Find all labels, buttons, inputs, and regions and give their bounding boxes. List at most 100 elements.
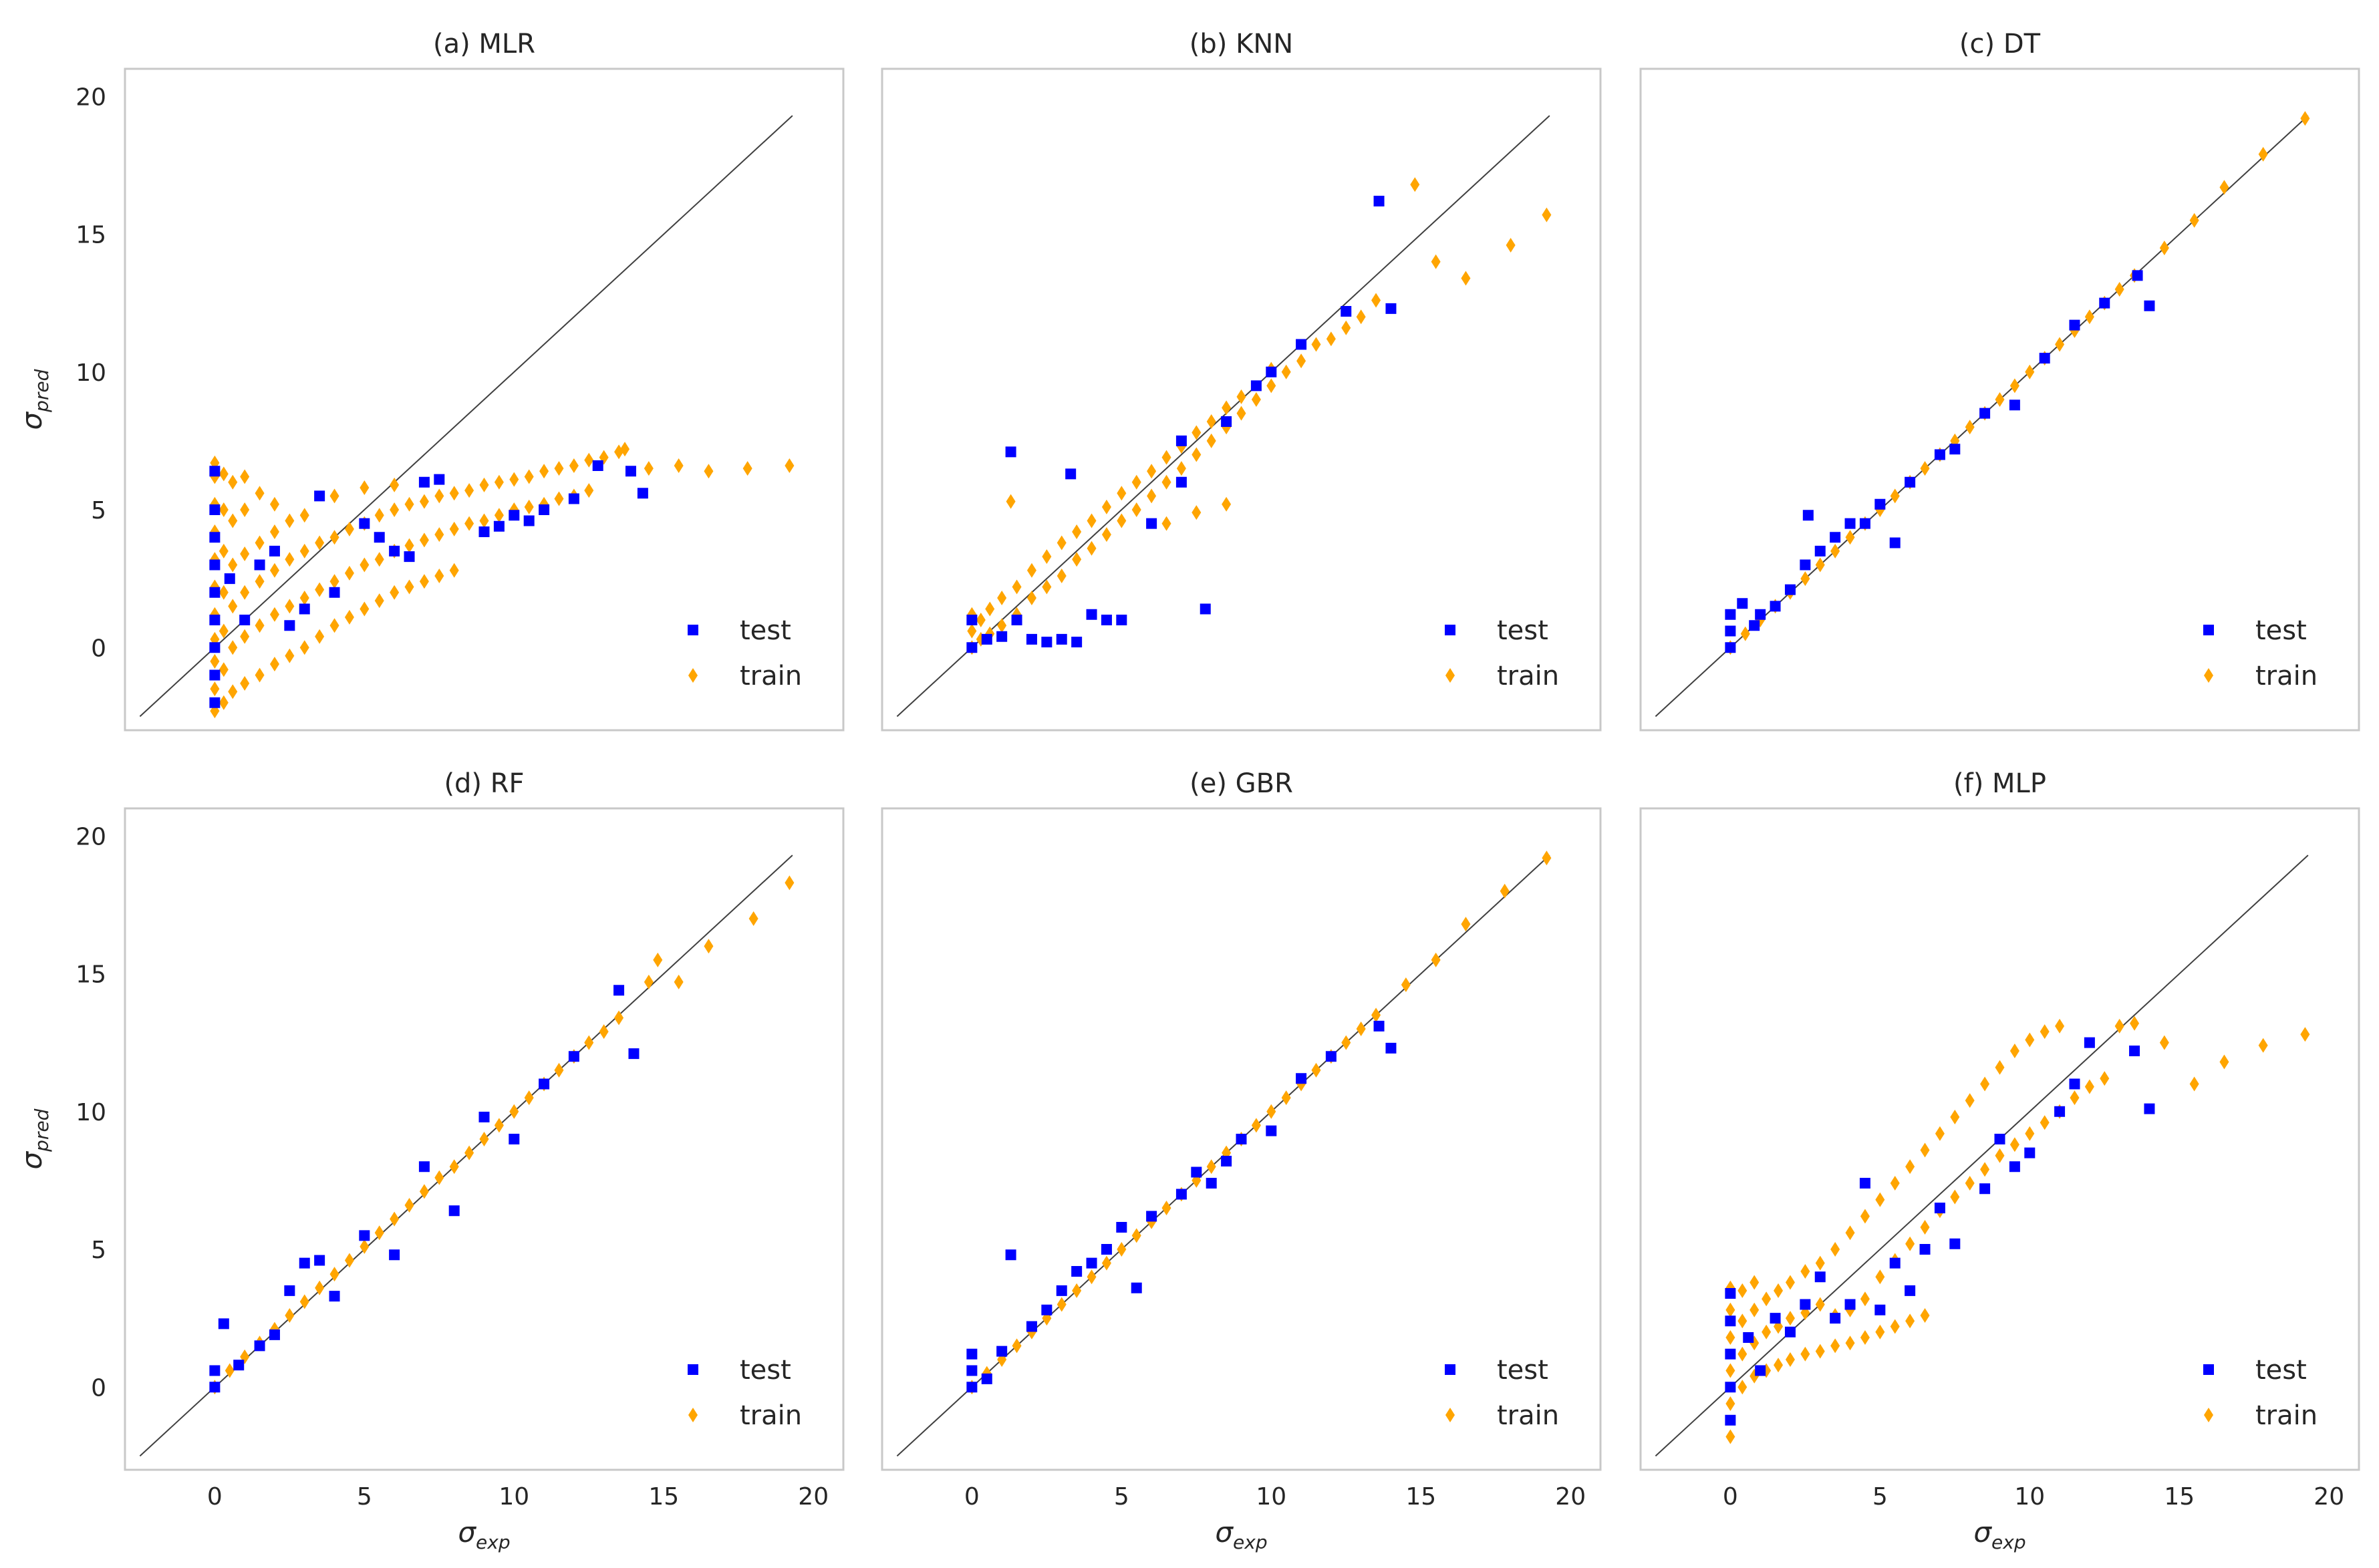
- train-point: [1830, 1242, 1840, 1257]
- panel-title: (c) DT: [1959, 29, 2041, 59]
- train-point: [1920, 1220, 1930, 1235]
- train-point: [1117, 513, 1127, 528]
- train-point: [1072, 524, 1082, 539]
- y-tick-label: 15: [76, 961, 106, 989]
- legend-test-label: test: [740, 615, 791, 646]
- x-tick-label: 15: [2164, 1483, 2195, 1511]
- train-point: [554, 1062, 564, 1078]
- train-point: [240, 502, 250, 517]
- train-point: [1161, 450, 1171, 465]
- train-point: [1101, 1255, 1111, 1271]
- train-point: [219, 662, 229, 677]
- test-point: [233, 1360, 245, 1371]
- train-point: [360, 1239, 370, 1254]
- train-point: [785, 875, 795, 891]
- test-point: [966, 615, 978, 625]
- train-point: [1815, 1344, 1825, 1359]
- test-point: [996, 631, 1008, 642]
- train-point: [285, 648, 295, 663]
- train-point: [1800, 1346, 1810, 1362]
- train-point: [1950, 1110, 1960, 1124]
- series-test: [209, 460, 648, 708]
- test-point: [637, 488, 648, 499]
- test-point: [1250, 380, 1262, 391]
- x-axis-label-subscript: exp: [476, 1531, 511, 1553]
- test-point: [209, 669, 221, 681]
- train-point: [494, 1118, 504, 1133]
- train-point: [240, 675, 250, 691]
- series-test: [966, 196, 1397, 653]
- train-point: [219, 623, 229, 639]
- test-point: [1725, 1288, 1736, 1299]
- train-point: [2159, 1035, 2169, 1050]
- train-point: [1192, 447, 1202, 462]
- test-point: [359, 518, 370, 529]
- train-point: [344, 609, 354, 625]
- train-point: [479, 1132, 489, 1146]
- test-point: [1874, 498, 1886, 510]
- train-point: [240, 469, 250, 484]
- train-point: [2025, 364, 2035, 379]
- test-point: [1749, 620, 1760, 631]
- train-point: [360, 480, 370, 495]
- train-point: [329, 530, 339, 545]
- legend-train-label: train: [1497, 1400, 1559, 1431]
- test-point: [966, 642, 978, 653]
- test-point: [1266, 366, 1277, 377]
- train-point: [1101, 499, 1111, 514]
- train-point: [1935, 1126, 1945, 1141]
- train-point: [1845, 1336, 1855, 1351]
- train-point: [404, 496, 414, 512]
- train-point: [374, 1225, 384, 1241]
- x-axis-label-subscript: exp: [1233, 1531, 1268, 1553]
- x-axis-label: σexp: [1215, 1516, 1267, 1553]
- train-point: [1026, 563, 1036, 578]
- test-point: [478, 1112, 490, 1122]
- train-point: [1890, 1176, 1900, 1191]
- test-point: [239, 615, 251, 625]
- legend-train-label: train: [740, 1400, 802, 1431]
- train-point: [1737, 1346, 1747, 1362]
- x-axis-label: σexp: [1973, 1516, 2025, 1553]
- train-point: [569, 458, 579, 473]
- x-tick-label: 5: [1114, 1483, 1129, 1511]
- train-point: [1785, 1275, 1795, 1290]
- y-tick-label: 15: [76, 222, 106, 249]
- test-point: [1859, 518, 1870, 529]
- train-point: [1057, 1297, 1067, 1312]
- panel-6: (f) MLP 0 5 10 15 20 σexp test train: [1639, 768, 2360, 1553]
- y-tick-label: 10: [76, 359, 106, 387]
- test-point: [1949, 444, 1961, 455]
- train-point: [1206, 1159, 1216, 1174]
- y-tick-label: 20: [76, 84, 106, 111]
- train-point: [1072, 1283, 1082, 1298]
- train-point: [390, 1211, 400, 1227]
- train-point: [240, 585, 250, 600]
- legend-test-label: test: [1497, 1355, 1548, 1386]
- train-point: [1965, 1093, 1975, 1108]
- x-tick-label: 0: [207, 1483, 223, 1511]
- train-point: [344, 521, 354, 536]
- train-point: [1356, 1022, 1366, 1036]
- train-point: [479, 513, 489, 528]
- test-point: [1830, 1313, 1841, 1324]
- y-axis-label-subscript: pred: [31, 1108, 53, 1152]
- train-point: [584, 452, 594, 468]
- test-point: [1725, 1348, 1736, 1360]
- train-point: [674, 974, 684, 989]
- test-point: [1784, 584, 1796, 595]
- test-point: [1770, 1313, 1781, 1324]
- test-point: [1206, 1178, 1217, 1189]
- test-point: [509, 1134, 520, 1144]
- y-tick-label: 5: [91, 497, 106, 524]
- legend-test-label: test: [1497, 615, 1548, 646]
- train-point: [228, 557, 238, 573]
- test-point: [1874, 1304, 1886, 1315]
- train-point: [1995, 392, 2005, 407]
- train-point: [299, 508, 309, 523]
- x-tick-label: 10: [2014, 1483, 2045, 1511]
- train-point: [2130, 1015, 2140, 1031]
- train-point: [1774, 1283, 1784, 1298]
- train-point: [1830, 1338, 1840, 1354]
- y-axis-label-subscript: pred: [31, 369, 53, 413]
